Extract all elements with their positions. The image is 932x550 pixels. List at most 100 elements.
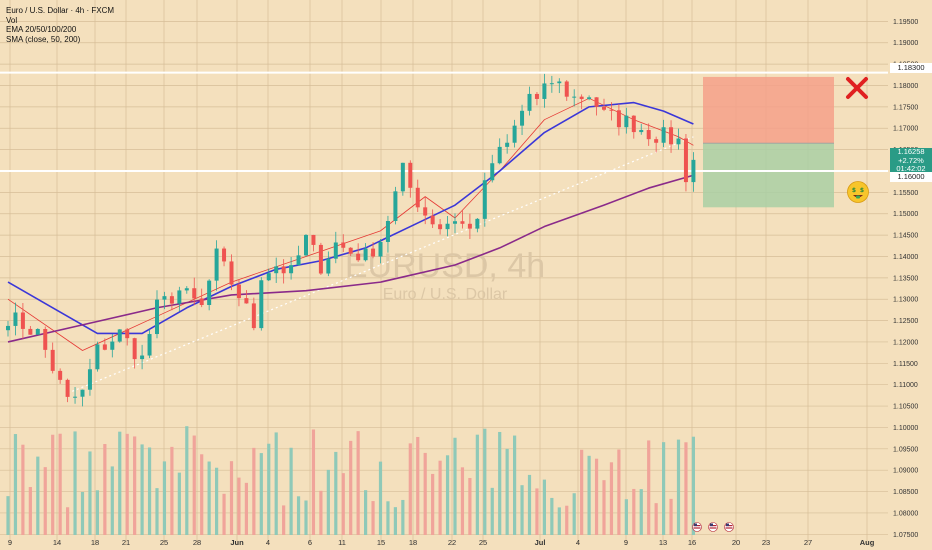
time-axis[interactable]: 9 14 18 21 25 28 Jun 4 6 11 15 18 22 25 Jul 4 9 13 16 20 23 2… — [8, 538, 875, 547]
time-tick-label: 9 — [8, 538, 12, 547]
price-tick-label: 1.12500 — [893, 318, 918, 325]
bar-countdown: 01:42:02 — [896, 164, 926, 174]
time-tick-label: 9 — [624, 538, 628, 547]
legend-vol: Vol — [6, 15, 18, 25]
candle-body — [229, 261, 234, 285]
volume-bar — [147, 447, 152, 535]
horizontal-levels[interactable] — [0, 71, 888, 172]
volume-bar — [80, 491, 85, 535]
price-tick-label: 1.14500 — [893, 233, 918, 240]
take-profit-zone[interactable] — [703, 143, 834, 208]
price-tick-label: 1.15500 — [893, 190, 918, 197]
price-tick-label: 1.14000 — [893, 254, 918, 261]
volume-bar — [669, 498, 673, 535]
volume-bar — [535, 488, 539, 535]
candle-body — [50, 349, 55, 371]
candle-body — [408, 162, 413, 188]
volume-bar — [453, 437, 457, 535]
candle-body — [222, 248, 227, 262]
volume-bar — [162, 461, 167, 535]
candle-body — [6, 325, 10, 331]
candle-body — [616, 110, 621, 128]
time-tick-label: 13 — [659, 538, 667, 547]
price-tick-label: 1.08000 — [893, 510, 918, 517]
volume-bar — [334, 451, 338, 535]
candle-body — [199, 298, 204, 305]
volume-bar — [133, 436, 137, 535]
volume-bar — [95, 490, 99, 535]
price-tick-label: 1.13500 — [893, 275, 918, 282]
us-flag-icon[interactable] — [724, 522, 734, 532]
volume-bar — [311, 429, 316, 535]
volume-bar — [490, 487, 494, 535]
candle-body — [683, 138, 688, 183]
volume-bar — [103, 444, 107, 535]
volume-bar — [580, 449, 584, 535]
candle-body — [65, 379, 70, 397]
moving-average-line — [7, 174, 694, 343]
candle-body — [43, 328, 48, 350]
candle-body — [378, 241, 383, 257]
volume-histogram — [6, 426, 695, 535]
volume-bar — [356, 431, 360, 535]
candle-body — [579, 96, 584, 100]
candle-body — [102, 344, 107, 350]
us-flag-icon[interactable] — [692, 522, 702, 532]
volume-bar — [542, 479, 546, 535]
volume-bar — [222, 493, 226, 535]
candle-body — [147, 334, 152, 356]
time-tick-label: 16 — [688, 538, 696, 547]
volume-bar — [632, 488, 636, 535]
time-tick-label: 6 — [308, 538, 312, 547]
candle-body — [95, 344, 100, 370]
economic-events[interactable] — [692, 519, 736, 532]
time-tick-label: 28 — [193, 538, 201, 547]
us-flag-icon[interactable] — [708, 522, 718, 532]
time-tick-label: 14 — [53, 538, 61, 547]
candle-body — [266, 273, 271, 281]
price-change: +2.72% — [898, 155, 924, 165]
candlesticks — [6, 73, 696, 407]
candle-body — [602, 106, 606, 110]
legend-title: Euro / U.S. Dollar · 4h · FXCM — [6, 6, 115, 15]
position-zones[interactable] — [703, 76, 834, 208]
volume-bar — [36, 456, 40, 535]
volume-bar — [602, 480, 606, 535]
volume-bar — [468, 477, 472, 535]
volume-bar — [498, 431, 502, 535]
candle-body — [631, 115, 636, 133]
candle-body — [549, 83, 554, 85]
volume-bar — [140, 444, 144, 535]
volume-bar — [66, 507, 70, 535]
volume-bar — [267, 443, 271, 535]
volume-bar — [304, 500, 308, 535]
candle-body — [207, 280, 212, 305]
volume-bar — [639, 489, 643, 535]
volume-bar — [364, 490, 368, 535]
stop-loss-zone[interactable] — [703, 76, 834, 144]
volume-bar — [43, 467, 47, 535]
volume-bar — [200, 454, 204, 535]
volume-bar — [408, 443, 412, 535]
volume-bar — [565, 505, 569, 535]
candle-body — [311, 234, 316, 245]
red-x-icon — [846, 77, 868, 99]
price-tick-label: 1.17000 — [893, 126, 918, 133]
candle-body — [661, 127, 666, 143]
candle-body — [527, 93, 532, 111]
price-tick-label: 1.19500 — [893, 19, 918, 26]
volume-bar — [684, 442, 688, 535]
volume-bar — [527, 474, 532, 535]
price-axis[interactable]: 1.195001.190001.185001.180001.175001.170… — [893, 19, 918, 539]
volume-bar — [378, 461, 383, 535]
price-tick-label: 1.10000 — [893, 425, 918, 432]
candle-body — [318, 244, 323, 274]
volume-bar — [252, 447, 256, 535]
candle-body — [177, 290, 182, 304]
current-price-label: 1.16258 +2.72% 01:42:02 — [890, 147, 932, 174]
candle-body — [162, 296, 167, 300]
candle-body — [490, 163, 495, 181]
candle-body — [624, 115, 629, 128]
candle-body — [296, 255, 301, 266]
